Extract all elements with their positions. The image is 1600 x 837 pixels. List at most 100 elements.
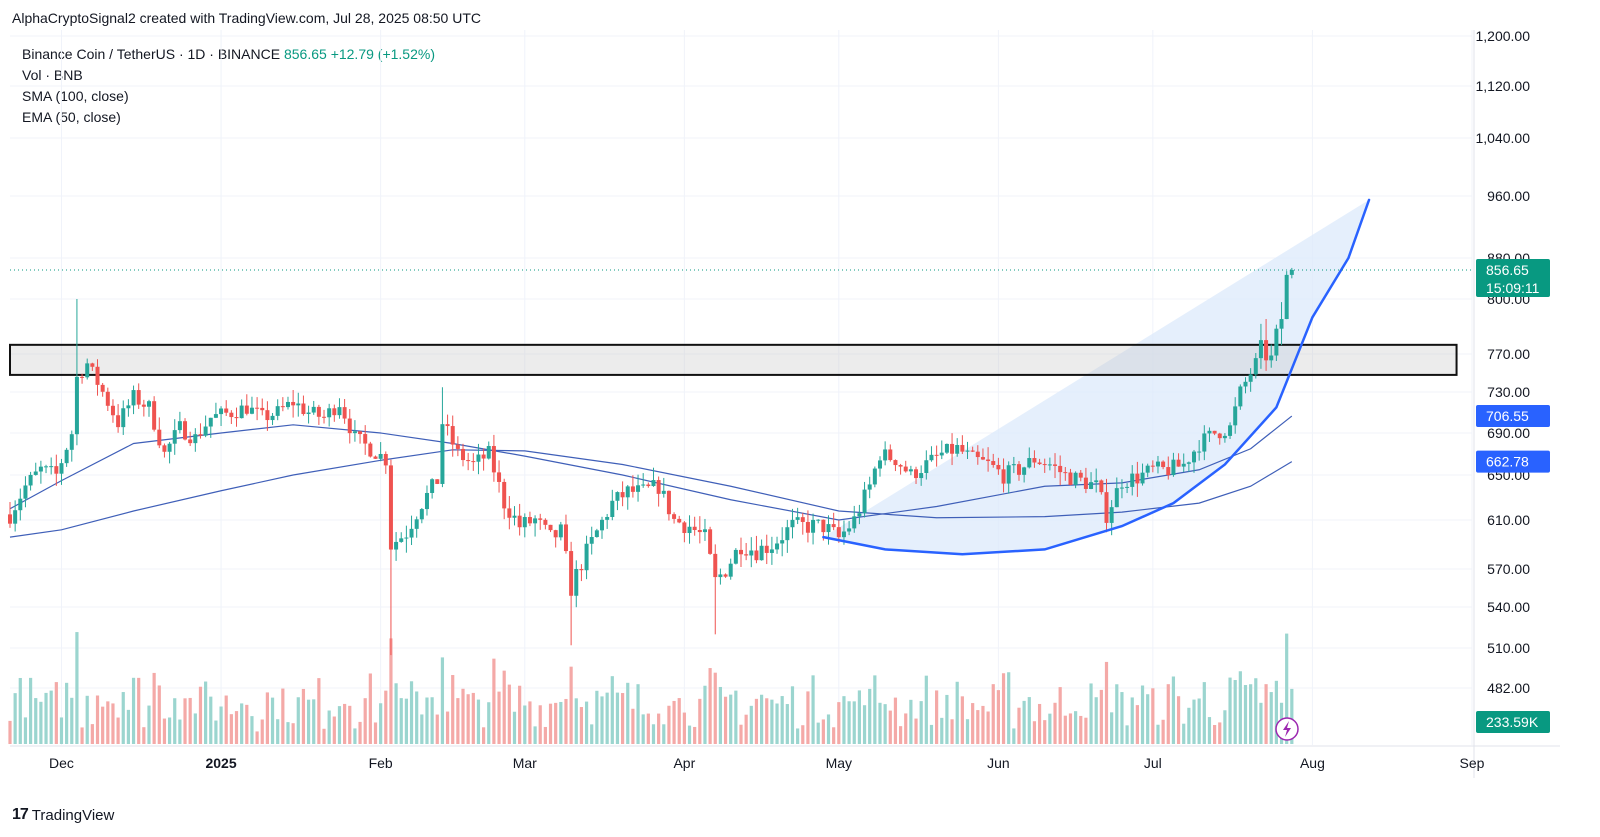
candle-body	[95, 366, 100, 385]
candle-body	[914, 469, 919, 479]
volume-bar	[425, 697, 429, 744]
volume-bar	[173, 698, 177, 744]
candle-body	[394, 541, 399, 550]
volume-bar	[976, 710, 980, 744]
volume-bar	[641, 714, 645, 744]
candle-body	[739, 549, 743, 555]
volume-bar	[832, 727, 836, 744]
volume-bar	[13, 693, 17, 744]
candle-body	[1125, 486, 1130, 488]
candle-body	[234, 417, 239, 419]
candle-body	[301, 403, 306, 415]
chart-legend: Binance Coin / TetherUS · 1D · BINANCE 8…	[22, 44, 435, 128]
candle-body	[430, 479, 435, 493]
footer-brand[interactable]: 17 TradingView	[12, 806, 114, 824]
volume-bar	[18, 677, 22, 744]
volume-bar	[672, 700, 676, 744]
volume-bar	[54, 682, 58, 744]
volume-bar	[394, 683, 398, 744]
legend-sma[interactable]: SMA (100, close)	[22, 88, 129, 104]
volume-bar	[476, 699, 481, 744]
candle-body	[1083, 477, 1088, 489]
candle-body	[605, 516, 610, 520]
volume-bar	[322, 728, 326, 744]
ema-value-badge-text: 706.55	[1486, 408, 1529, 424]
candle-body	[852, 516, 857, 529]
volume-bar	[1197, 698, 1201, 744]
volume-bar	[245, 704, 249, 744]
candle-body	[826, 524, 831, 533]
candle-body	[769, 549, 774, 553]
volume-bar	[554, 702, 558, 744]
candle-body	[903, 466, 908, 472]
candle-body	[38, 466, 43, 472]
candle-body	[1063, 472, 1068, 474]
candle-body	[291, 401, 296, 406]
candle-body	[249, 407, 254, 414]
candle-body	[744, 554, 749, 556]
candle-body	[636, 485, 641, 492]
candle-body	[203, 426, 208, 436]
volume-bar	[126, 709, 131, 744]
candle-body	[872, 468, 877, 485]
volume-bar	[106, 701, 110, 744]
candle-body	[275, 406, 280, 416]
candle-body	[1104, 492, 1109, 523]
volume-bar	[636, 684, 640, 744]
volume-bar	[837, 702, 841, 744]
candle-body	[1001, 469, 1006, 484]
candle-body	[991, 461, 996, 465]
candle-body	[939, 452, 944, 456]
legend-ema[interactable]: EMA (50, close)	[22, 109, 121, 125]
volume-bar	[620, 693, 625, 744]
volume-bar	[44, 692, 48, 744]
volume-bar	[1140, 685, 1145, 744]
candle-body	[934, 454, 939, 456]
candle-body	[908, 469, 913, 472]
candle-body	[244, 405, 249, 414]
candle-body	[507, 508, 512, 518]
legend-price: 856.65	[283, 46, 327, 62]
candle-body	[1233, 406, 1238, 426]
x-tick-label: Apr	[673, 755, 695, 771]
candle-body	[1207, 430, 1212, 434]
candle-body	[219, 408, 224, 415]
legend-symbol-row[interactable]: Binance Coin / TetherUS · 1D · BINANCE 8…	[22, 44, 435, 65]
candle-body	[33, 471, 38, 475]
volume-bar	[167, 717, 172, 744]
candle-body	[543, 519, 548, 525]
last-price-badge-text: 856.65	[1486, 262, 1529, 278]
candle-body	[625, 486, 630, 498]
volume-bar	[852, 701, 856, 744]
candle-body	[512, 515, 517, 518]
candle-body	[388, 465, 393, 550]
candle-body	[1238, 386, 1243, 407]
volume-bar	[255, 731, 259, 744]
candle-body	[198, 434, 203, 436]
volume-bar	[533, 726, 537, 744]
x-tick-label: 2025	[205, 755, 236, 771]
volume-bar	[780, 696, 784, 744]
candle-body	[538, 518, 543, 520]
candle-body	[1212, 430, 1217, 434]
volume-bar	[353, 728, 357, 744]
legend-volume[interactable]: Vol · BNB	[22, 67, 83, 83]
candle-body	[110, 405, 115, 416]
volume-bar	[193, 713, 197, 744]
candle-body	[481, 454, 486, 459]
volume-bar	[729, 694, 733, 744]
volume-bar	[95, 695, 100, 744]
volume-bar	[1249, 684, 1253, 744]
volume-bar	[162, 718, 167, 744]
candle-body	[764, 545, 769, 553]
volume-bar	[965, 719, 970, 744]
candle-body	[1253, 358, 1258, 375]
candle-body	[368, 443, 373, 457]
volume-bar	[34, 698, 38, 744]
volume-bar	[1037, 703, 1042, 744]
volume-bar	[1001, 673, 1006, 744]
candle-body	[296, 403, 301, 406]
volume-bar	[929, 724, 934, 744]
candle-body	[476, 454, 481, 462]
